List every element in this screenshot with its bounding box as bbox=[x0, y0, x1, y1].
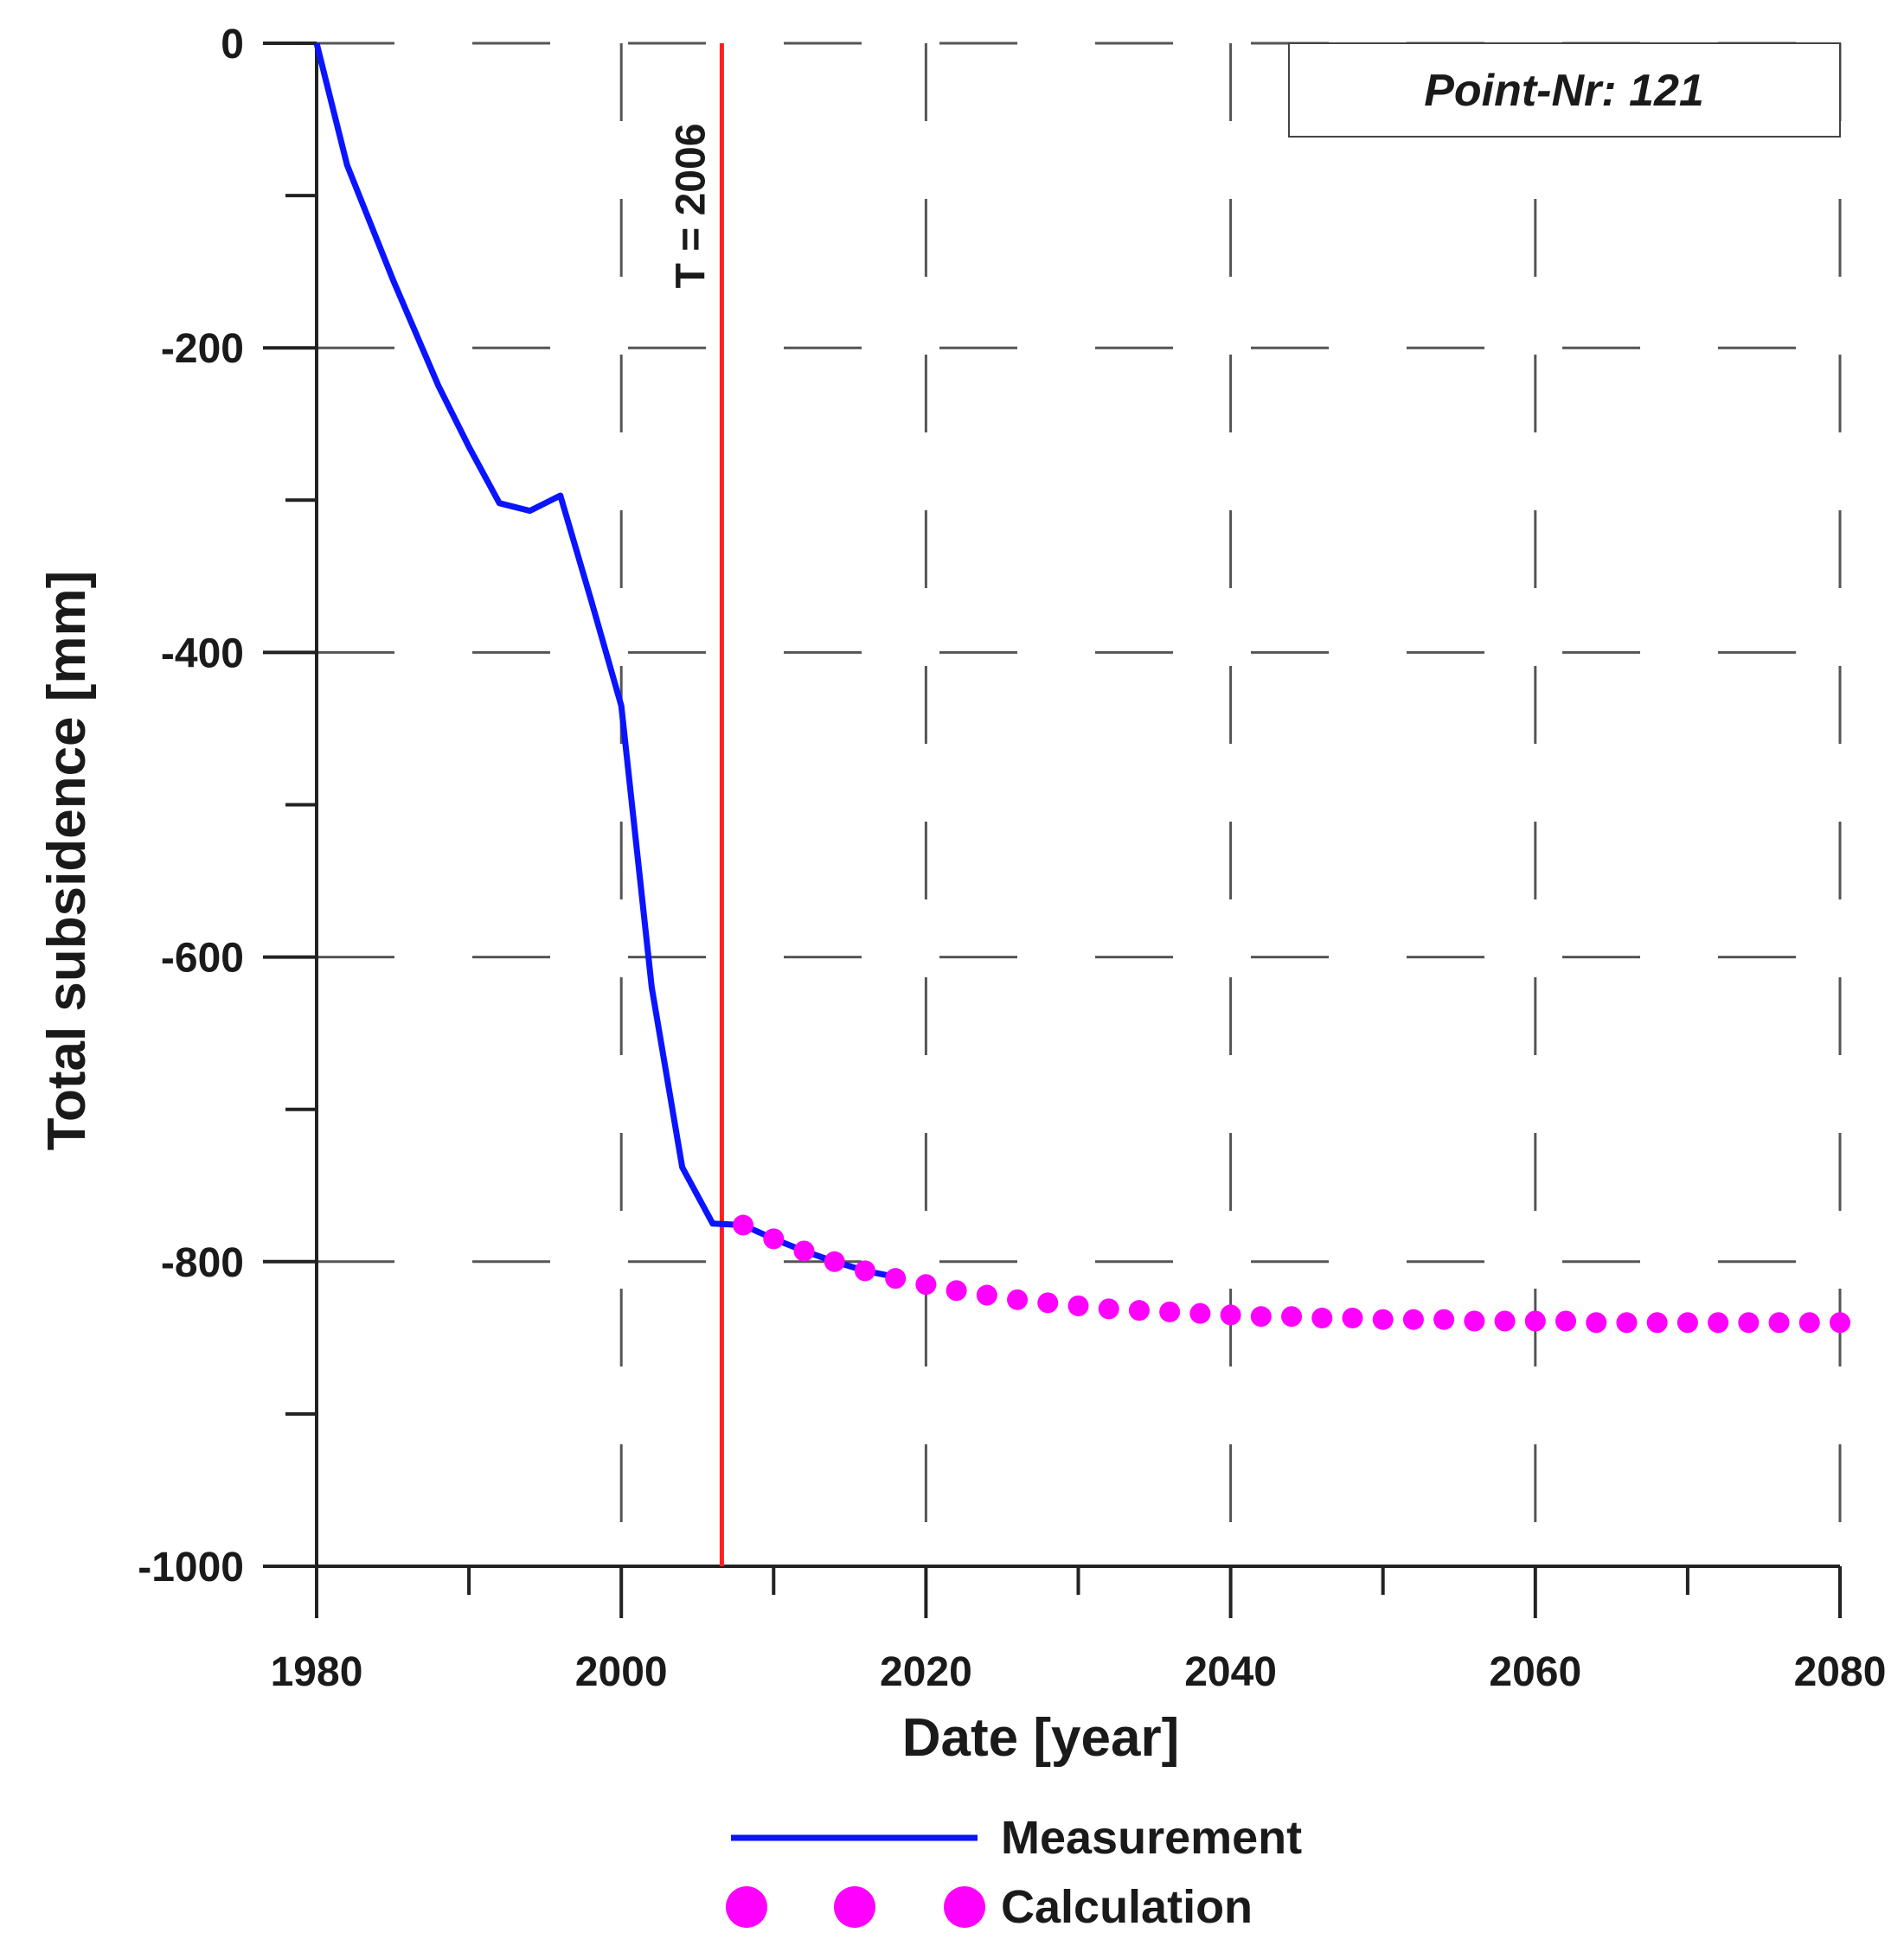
calculation-point bbox=[1281, 1306, 1303, 1328]
legend-calculation-dot bbox=[726, 1886, 767, 1928]
x-tick-label: 2080 bbox=[1794, 1649, 1887, 1695]
x-tick-label: 1980 bbox=[271, 1649, 363, 1695]
calculation-point bbox=[1402, 1309, 1424, 1330]
annotation-box-frame bbox=[1288, 42, 1841, 138]
calculation-point bbox=[1311, 1307, 1333, 1328]
y-tick-label: -200 bbox=[161, 326, 244, 372]
calculation-point bbox=[1646, 1312, 1668, 1334]
calculation-point bbox=[1250, 1306, 1272, 1328]
legend-measurement-label: Measurement bbox=[1001, 1812, 1302, 1864]
calculation-point bbox=[1189, 1302, 1211, 1324]
x-axis-title: Date [year] bbox=[902, 1708, 1179, 1768]
calculation-point bbox=[824, 1251, 845, 1272]
point-number-box: Point-Nr: 121 bbox=[1288, 42, 1841, 138]
y-tick-label: -1000 bbox=[138, 1545, 244, 1590]
calculation-point bbox=[793, 1240, 815, 1262]
calculation-point bbox=[1616, 1312, 1638, 1334]
calculation-point bbox=[733, 1214, 754, 1236]
calculation-point bbox=[1676, 1312, 1698, 1334]
calculation-point bbox=[1555, 1310, 1577, 1332]
calculation-point bbox=[1494, 1310, 1516, 1332]
calculation-point bbox=[1372, 1309, 1394, 1330]
calculation-point bbox=[976, 1284, 997, 1306]
calculation-point bbox=[946, 1280, 967, 1302]
calculation-point bbox=[1798, 1312, 1820, 1334]
calculation-point bbox=[854, 1260, 875, 1282]
legend: Measurement Calculation bbox=[726, 1812, 1302, 1933]
y-tick-label: 0 bbox=[221, 22, 244, 67]
x-tick-label: 2020 bbox=[880, 1649, 972, 1695]
axes bbox=[263, 42, 1842, 1618]
calculation-point bbox=[1128, 1300, 1150, 1322]
measurement-line bbox=[313, 42, 896, 1280]
calculation-point bbox=[1768, 1312, 1790, 1334]
calculation-point bbox=[1830, 1312, 1850, 1334]
calculation-point bbox=[1342, 1307, 1363, 1328]
grid bbox=[317, 42, 1842, 1566]
tick-labels: 0 -200 -400 -600 -800 -1000 1980 2000 2020 2040 20… bbox=[138, 22, 1886, 1695]
calculation-point bbox=[1586, 1312, 1607, 1334]
y-axis-title: Total subsidence [mm] bbox=[37, 571, 97, 1151]
calculation-point bbox=[915, 1274, 937, 1296]
calculation-point bbox=[1007, 1289, 1029, 1310]
calculation-point bbox=[1524, 1310, 1546, 1332]
calculation-point bbox=[763, 1228, 785, 1250]
x-tick-label: 2000 bbox=[575, 1649, 668, 1695]
calculation-point bbox=[1220, 1304, 1241, 1326]
calculation-point bbox=[1037, 1292, 1059, 1314]
legend-calculation-dot bbox=[944, 1886, 985, 1928]
calculation-point bbox=[1433, 1309, 1455, 1330]
calculation-point bbox=[1067, 1295, 1089, 1316]
y-tick-label: -800 bbox=[161, 1240, 244, 1286]
y-tick-label: -400 bbox=[161, 630, 244, 676]
reference-line-label: T = 2006 bbox=[668, 124, 714, 289]
legend-calculation-label: Calculation bbox=[1001, 1881, 1253, 1933]
x-tick-label: 2060 bbox=[1489, 1649, 1581, 1695]
calculation-point bbox=[1464, 1310, 1485, 1332]
x-tick-label: 2040 bbox=[1184, 1649, 1277, 1695]
calculation-point bbox=[1738, 1312, 1760, 1334]
y-tick-label: -600 bbox=[161, 936, 244, 982]
legend-calculation-dot bbox=[834, 1886, 875, 1928]
calculation-point bbox=[1708, 1312, 1729, 1334]
series bbox=[313, 42, 1850, 1334]
calculation-point bbox=[1159, 1301, 1181, 1322]
annotation-box-label: Point-Nr: 121 bbox=[1424, 66, 1704, 116]
calculation-point bbox=[1098, 1298, 1119, 1320]
calculation-point bbox=[885, 1268, 907, 1290]
